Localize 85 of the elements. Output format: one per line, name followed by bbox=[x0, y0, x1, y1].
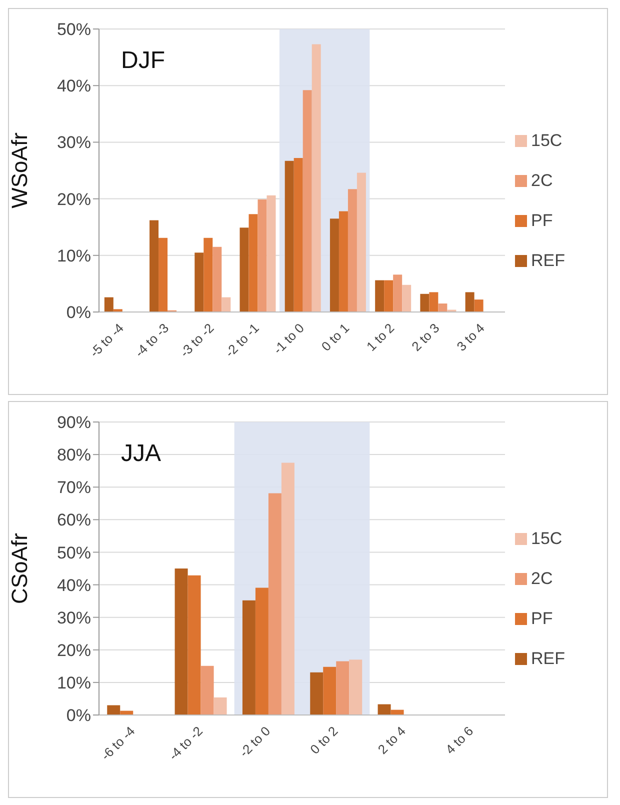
legend-label: PF bbox=[531, 608, 553, 628]
x-tick-label: -2 to -1 bbox=[222, 320, 262, 360]
y-tick-label: 30% bbox=[56, 133, 91, 152]
y-tick-label: 10% bbox=[56, 673, 91, 692]
x-tick-label: 4 to 6 bbox=[442, 723, 476, 757]
x-tick-label: 1 to 2 bbox=[364, 320, 398, 354]
bar bbox=[266, 195, 276, 312]
legend-label: REF bbox=[531, 648, 565, 668]
bar bbox=[349, 660, 362, 715]
bar bbox=[268, 493, 282, 715]
y-tick-label: 70% bbox=[56, 478, 91, 498]
bar bbox=[104, 297, 114, 312]
bar bbox=[281, 462, 294, 715]
bar bbox=[204, 238, 213, 312]
bar bbox=[174, 568, 188, 715]
y-tick-label: 80% bbox=[56, 446, 91, 465]
bar bbox=[158, 238, 168, 312]
bar bbox=[194, 252, 204, 312]
bar bbox=[284, 160, 294, 312]
bar bbox=[258, 199, 267, 312]
bar bbox=[429, 292, 438, 312]
bar bbox=[465, 292, 474, 312]
y-tick-label: 0% bbox=[66, 706, 91, 726]
bar bbox=[330, 218, 339, 312]
bar bbox=[107, 705, 120, 715]
bar bbox=[420, 294, 430, 312]
bar bbox=[378, 704, 391, 715]
y-axis-title: CSoAfr bbox=[6, 533, 32, 604]
x-tick-label: -5 to -4 bbox=[86, 320, 127, 360]
bar bbox=[323, 666, 336, 715]
x-tick-label: -3 to -2 bbox=[176, 320, 217, 360]
legend-label: 15C bbox=[531, 528, 562, 548]
x-tick-label: -1 to 0 bbox=[270, 320, 307, 358]
legend-label: PF bbox=[531, 210, 553, 230]
annotation: JJA bbox=[121, 440, 162, 468]
y-tick-label: 20% bbox=[56, 640, 91, 660]
x-tick-label: -4 to -2 bbox=[166, 723, 206, 764]
x-tick-label: 2 to 4 bbox=[374, 723, 408, 757]
y-tick-label: 20% bbox=[56, 190, 91, 209]
legend-label: 2C bbox=[531, 170, 553, 190]
bar bbox=[294, 158, 303, 312]
x-tick-label: 3 to 4 bbox=[454, 320, 488, 354]
bar bbox=[336, 661, 350, 715]
bar bbox=[384, 280, 394, 312]
legend-label: 2C bbox=[531, 568, 553, 588]
bar bbox=[356, 172, 366, 312]
y-axis-title: WSoAfr bbox=[6, 132, 32, 208]
x-tick-label: -6 to -4 bbox=[98, 723, 138, 764]
bar bbox=[248, 214, 258, 312]
legend-label: 15C bbox=[531, 130, 562, 150]
bar bbox=[393, 274, 402, 312]
bar bbox=[240, 228, 249, 312]
bar bbox=[375, 280, 384, 312]
y-tick-label: 60% bbox=[56, 510, 91, 530]
x-tick-label: 2 to 3 bbox=[408, 320, 442, 354]
bar bbox=[200, 666, 214, 715]
bar bbox=[188, 575, 201, 715]
x-tick-label: 0 to 1 bbox=[318, 320, 352, 354]
bar bbox=[310, 672, 324, 715]
y-tick-label: 50% bbox=[56, 20, 91, 40]
x-tick-label: -4 to -3 bbox=[132, 320, 172, 360]
y-tick-label: 40% bbox=[56, 576, 91, 595]
bar bbox=[338, 211, 348, 312]
bar bbox=[242, 600, 256, 715]
bar bbox=[402, 284, 412, 312]
bar bbox=[255, 588, 268, 715]
bar bbox=[212, 246, 222, 312]
y-tick-label: 30% bbox=[56, 608, 91, 628]
bar bbox=[150, 220, 159, 312]
bar bbox=[214, 697, 227, 715]
bar bbox=[348, 189, 357, 312]
y-tick-label: 10% bbox=[56, 246, 91, 266]
legend-label: REF bbox=[531, 250, 565, 270]
y-tick-label: 0% bbox=[66, 303, 91, 322]
bar bbox=[302, 90, 312, 312]
y-tick-label: 90% bbox=[56, 413, 91, 432]
annotation: DJF bbox=[121, 47, 165, 75]
bar bbox=[438, 304, 448, 312]
x-tick-label: 0 to 2 bbox=[307, 723, 341, 757]
y-tick-label: 40% bbox=[56, 76, 91, 96]
bar bbox=[474, 300, 484, 312]
bar bbox=[312, 44, 321, 312]
bar bbox=[222, 297, 231, 312]
x-tick-label: -2 to 0 bbox=[236, 723, 274, 760]
y-tick-label: 50% bbox=[56, 543, 91, 562]
